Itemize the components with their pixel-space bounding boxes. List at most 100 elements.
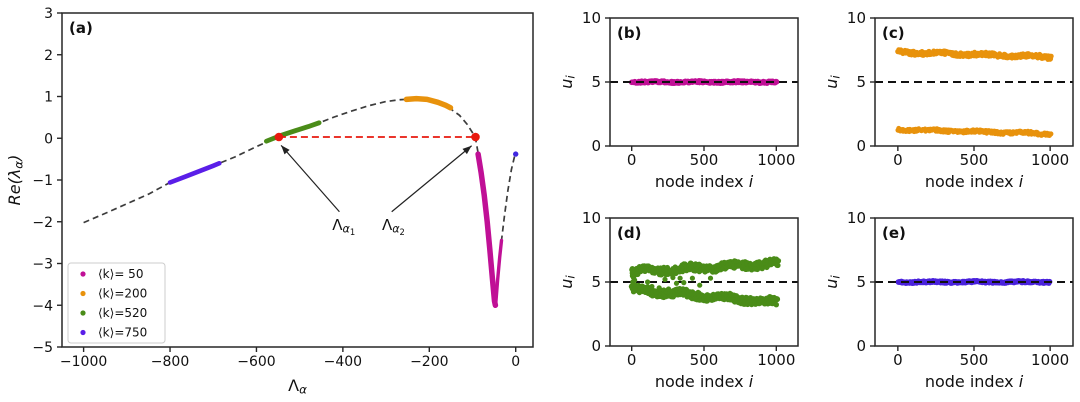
- y-tick-label: −3: [32, 257, 53, 273]
- y-tick-label: 1: [44, 90, 53, 106]
- y-tick-label: 5: [856, 73, 866, 91]
- x-tick-label: 1000: [757, 151, 795, 169]
- y-axis-label-c: ui: [822, 75, 843, 89]
- series-lower-branch-k520: [628, 282, 781, 308]
- legend-label: ⟨k⟩=750: [98, 326, 147, 340]
- x-tick-label: −800: [151, 354, 189, 370]
- panel-c-ticks: 0 500 1000 0 5 10: [847, 9, 1069, 169]
- y-tick-label: 0: [591, 337, 601, 355]
- panel-d: 0 500 1000 0 5 10 node index i ui (d): [557, 209, 799, 391]
- legend-label: ⟨k⟩=520: [98, 306, 147, 320]
- y-tick-label: 0: [856, 137, 866, 155]
- panel-b-ticks: 0 500 1000 0 5 10: [582, 9, 795, 169]
- panel-label-e: (e): [882, 224, 906, 242]
- panel-a-series: [83, 95, 519, 309]
- x-axis-label-d: node index i: [655, 372, 754, 391]
- panel-e-ticks: 0 500 1000 0 5 10: [847, 209, 1069, 369]
- y-axis-label-d: ui: [557, 275, 578, 289]
- panel-e: 0 500 1000 0 5 10 node index i ui (e): [822, 209, 1074, 391]
- x-tick-label: 1000: [757, 351, 795, 369]
- series-cluster-k50-branch: [494, 238, 504, 305]
- y-tick-label: 5: [591, 273, 601, 291]
- panel-e-series: [875, 278, 1073, 287]
- x-tick-label: −200: [410, 354, 448, 370]
- y-tick-label: 3: [44, 6, 53, 22]
- y-tick-label: 5: [856, 273, 866, 291]
- x-tick-label: −600: [237, 354, 275, 370]
- panel-label-d: (d): [617, 224, 641, 242]
- legend-box: [67, 262, 166, 344]
- y-tick-label: 5: [591, 73, 601, 91]
- legend-label: ⟨k⟩= 50: [98, 267, 143, 281]
- y-tick-label: 10: [847, 209, 866, 227]
- series-cluster-k520: [263, 120, 322, 144]
- y-tick-label: −1: [32, 173, 53, 189]
- panel-c: 0 500 1000 0 5 10 node index i ui (c): [822, 9, 1074, 191]
- series-lambda-endpoints: [274, 132, 480, 142]
- y-tick-label: −2: [32, 215, 53, 231]
- arrowhead-icon: [281, 145, 290, 155]
- series-lower-branch-k200: [895, 125, 1054, 139]
- legend-marker-icon: [80, 329, 86, 336]
- y-tick-label: 0: [591, 137, 601, 155]
- y-tick-label: 10: [582, 9, 601, 27]
- panel-label-b: (b): [617, 24, 641, 42]
- panel-b: 0 500 1000 0 5 10 node index i ui (b): [557, 9, 799, 191]
- panel-d-series: [610, 256, 798, 308]
- series-cluster-k750: [167, 161, 222, 185]
- legend-marker-icon: [80, 290, 86, 297]
- y-tick-label: 2: [44, 48, 53, 64]
- panel-a: −1000 −800 −600 −400 −200 0 3 2 1 0 −1 −2 −3 −4 −5 Λα Re…: [5, 6, 534, 397]
- x-tick-label: 1000: [1031, 151, 1069, 169]
- series-cluster-k50: [475, 151, 499, 309]
- x-tick-label: 500: [960, 351, 989, 369]
- y-axis-label-a: Re(λα): [5, 155, 26, 206]
- series-left-edge-cluster: [629, 270, 638, 292]
- y-tick-label: 0: [856, 337, 866, 355]
- series-isolated-eigenvalue: [513, 151, 519, 157]
- x-axis-label-a: Λα: [288, 376, 307, 397]
- series-intermediate-nodes: [645, 274, 714, 292]
- x-tick-label: 0: [511, 354, 520, 370]
- panel-d-ticks: 0 500 1000 0 5 10: [582, 209, 795, 369]
- legend-marker-icon: [80, 310, 86, 316]
- y-tick-label: 10: [582, 209, 601, 227]
- series-cluster-k200: [403, 95, 454, 111]
- panel-b-series: [610, 78, 798, 86]
- x-tick-label: −400: [324, 354, 362, 370]
- y-tick-label: −4: [32, 298, 53, 314]
- series-upper-branch-k520: [629, 256, 782, 279]
- x-tick-label: 0: [627, 151, 637, 169]
- x-tick-label: 500: [690, 151, 719, 169]
- panel-a-ticks: −1000 −800 −600 −400 −200 0 3 2 1 0 −1 −2 −3 −4 −5: [32, 6, 520, 370]
- x-axis-label-e: node index i: [925, 372, 1024, 391]
- lambda-alpha2-annotation-text: Λα2: [382, 216, 405, 237]
- arrowhead-icon: [462, 145, 472, 155]
- x-tick-label: 1000: [1031, 351, 1069, 369]
- x-tick-label: 0: [893, 151, 903, 169]
- panel-label-a: (a): [69, 19, 93, 37]
- y-tick-label: −5: [32, 340, 53, 356]
- x-tick-label: 500: [690, 351, 719, 369]
- y-axis-label-b: ui: [557, 75, 578, 89]
- x-axis-label-b: node index i: [655, 172, 754, 191]
- panel-c-series: [875, 47, 1073, 139]
- x-axis-label-c: node index i: [925, 172, 1024, 191]
- legend-label: ⟨k⟩=200: [98, 287, 147, 301]
- lambda-alpha1-annotation: Λα1: [280, 144, 355, 237]
- panel-label-c: (c): [882, 24, 905, 42]
- legend-marker-icon: [80, 271, 86, 277]
- x-tick-label: 500: [960, 151, 989, 169]
- y-tick-label: 10: [847, 9, 866, 27]
- x-tick-label: 0: [627, 351, 637, 369]
- lambda-alpha2-annotation: Λα2: [382, 145, 473, 237]
- series-upper-branch-k200: [895, 47, 1054, 62]
- y-axis-label-e: ui: [822, 275, 843, 289]
- lambda-alpha1-annotation-text: Λα1: [332, 216, 355, 237]
- x-tick-label: 0: [893, 351, 903, 369]
- x-tick-label: −1000: [60, 354, 107, 370]
- y-tick-label: 0: [44, 131, 53, 147]
- legend: ⟨k⟩= 50 ⟨k⟩=200 ⟨k⟩=520 ⟨k⟩=750: [67, 262, 166, 344]
